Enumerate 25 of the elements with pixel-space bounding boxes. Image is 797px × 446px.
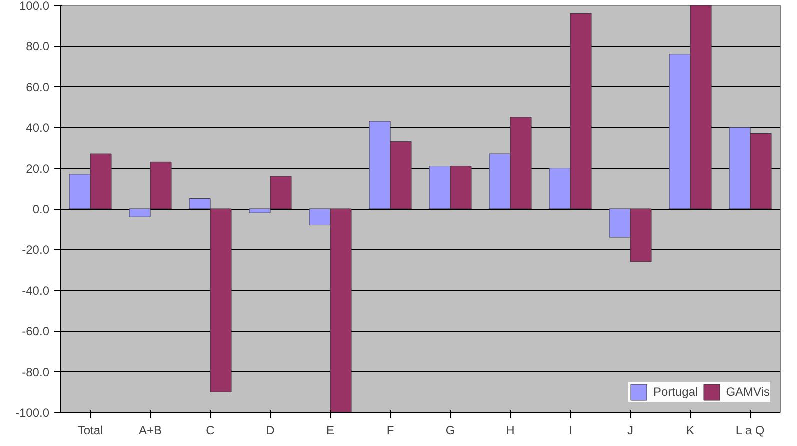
y-tick-label: -40.0 bbox=[22, 284, 50, 298]
x-tick-label: Total bbox=[78, 424, 104, 438]
x-tick-label: G bbox=[446, 424, 456, 438]
legend-label: Portugal bbox=[654, 385, 698, 399]
y-tick-label: 40.0 bbox=[26, 121, 50, 136]
x-tick-label: E bbox=[326, 424, 335, 438]
x-tick-label: C bbox=[206, 424, 216, 438]
x-tick-label: K bbox=[686, 424, 695, 438]
y-tick-label: 0.0 bbox=[32, 202, 50, 216]
y-tick-label: 100.0 bbox=[19, 0, 50, 13]
y-tick-label: 80.0 bbox=[26, 40, 50, 54]
legend-label: GAMVis bbox=[726, 385, 770, 399]
y-tick-label: 20.0 bbox=[26, 162, 50, 176]
y-tick-label: -80.0 bbox=[22, 365, 50, 380]
y-tick-label: -20.0 bbox=[22, 243, 50, 258]
y-tick-label: 60.0 bbox=[26, 80, 50, 94]
x-tick-label: H bbox=[506, 424, 515, 438]
x-tick-label: I bbox=[568, 424, 572, 438]
x-tick-label: L a Q bbox=[736, 424, 765, 438]
y-tick-label: -100.0 bbox=[15, 406, 50, 420]
x-tick-label: J bbox=[628, 424, 634, 438]
x-tick-label: D bbox=[266, 424, 276, 438]
x-tick-label: F bbox=[386, 424, 394, 438]
y-tick-label: -60.0 bbox=[22, 324, 50, 339]
x-tick-label: A+B bbox=[138, 424, 162, 438]
